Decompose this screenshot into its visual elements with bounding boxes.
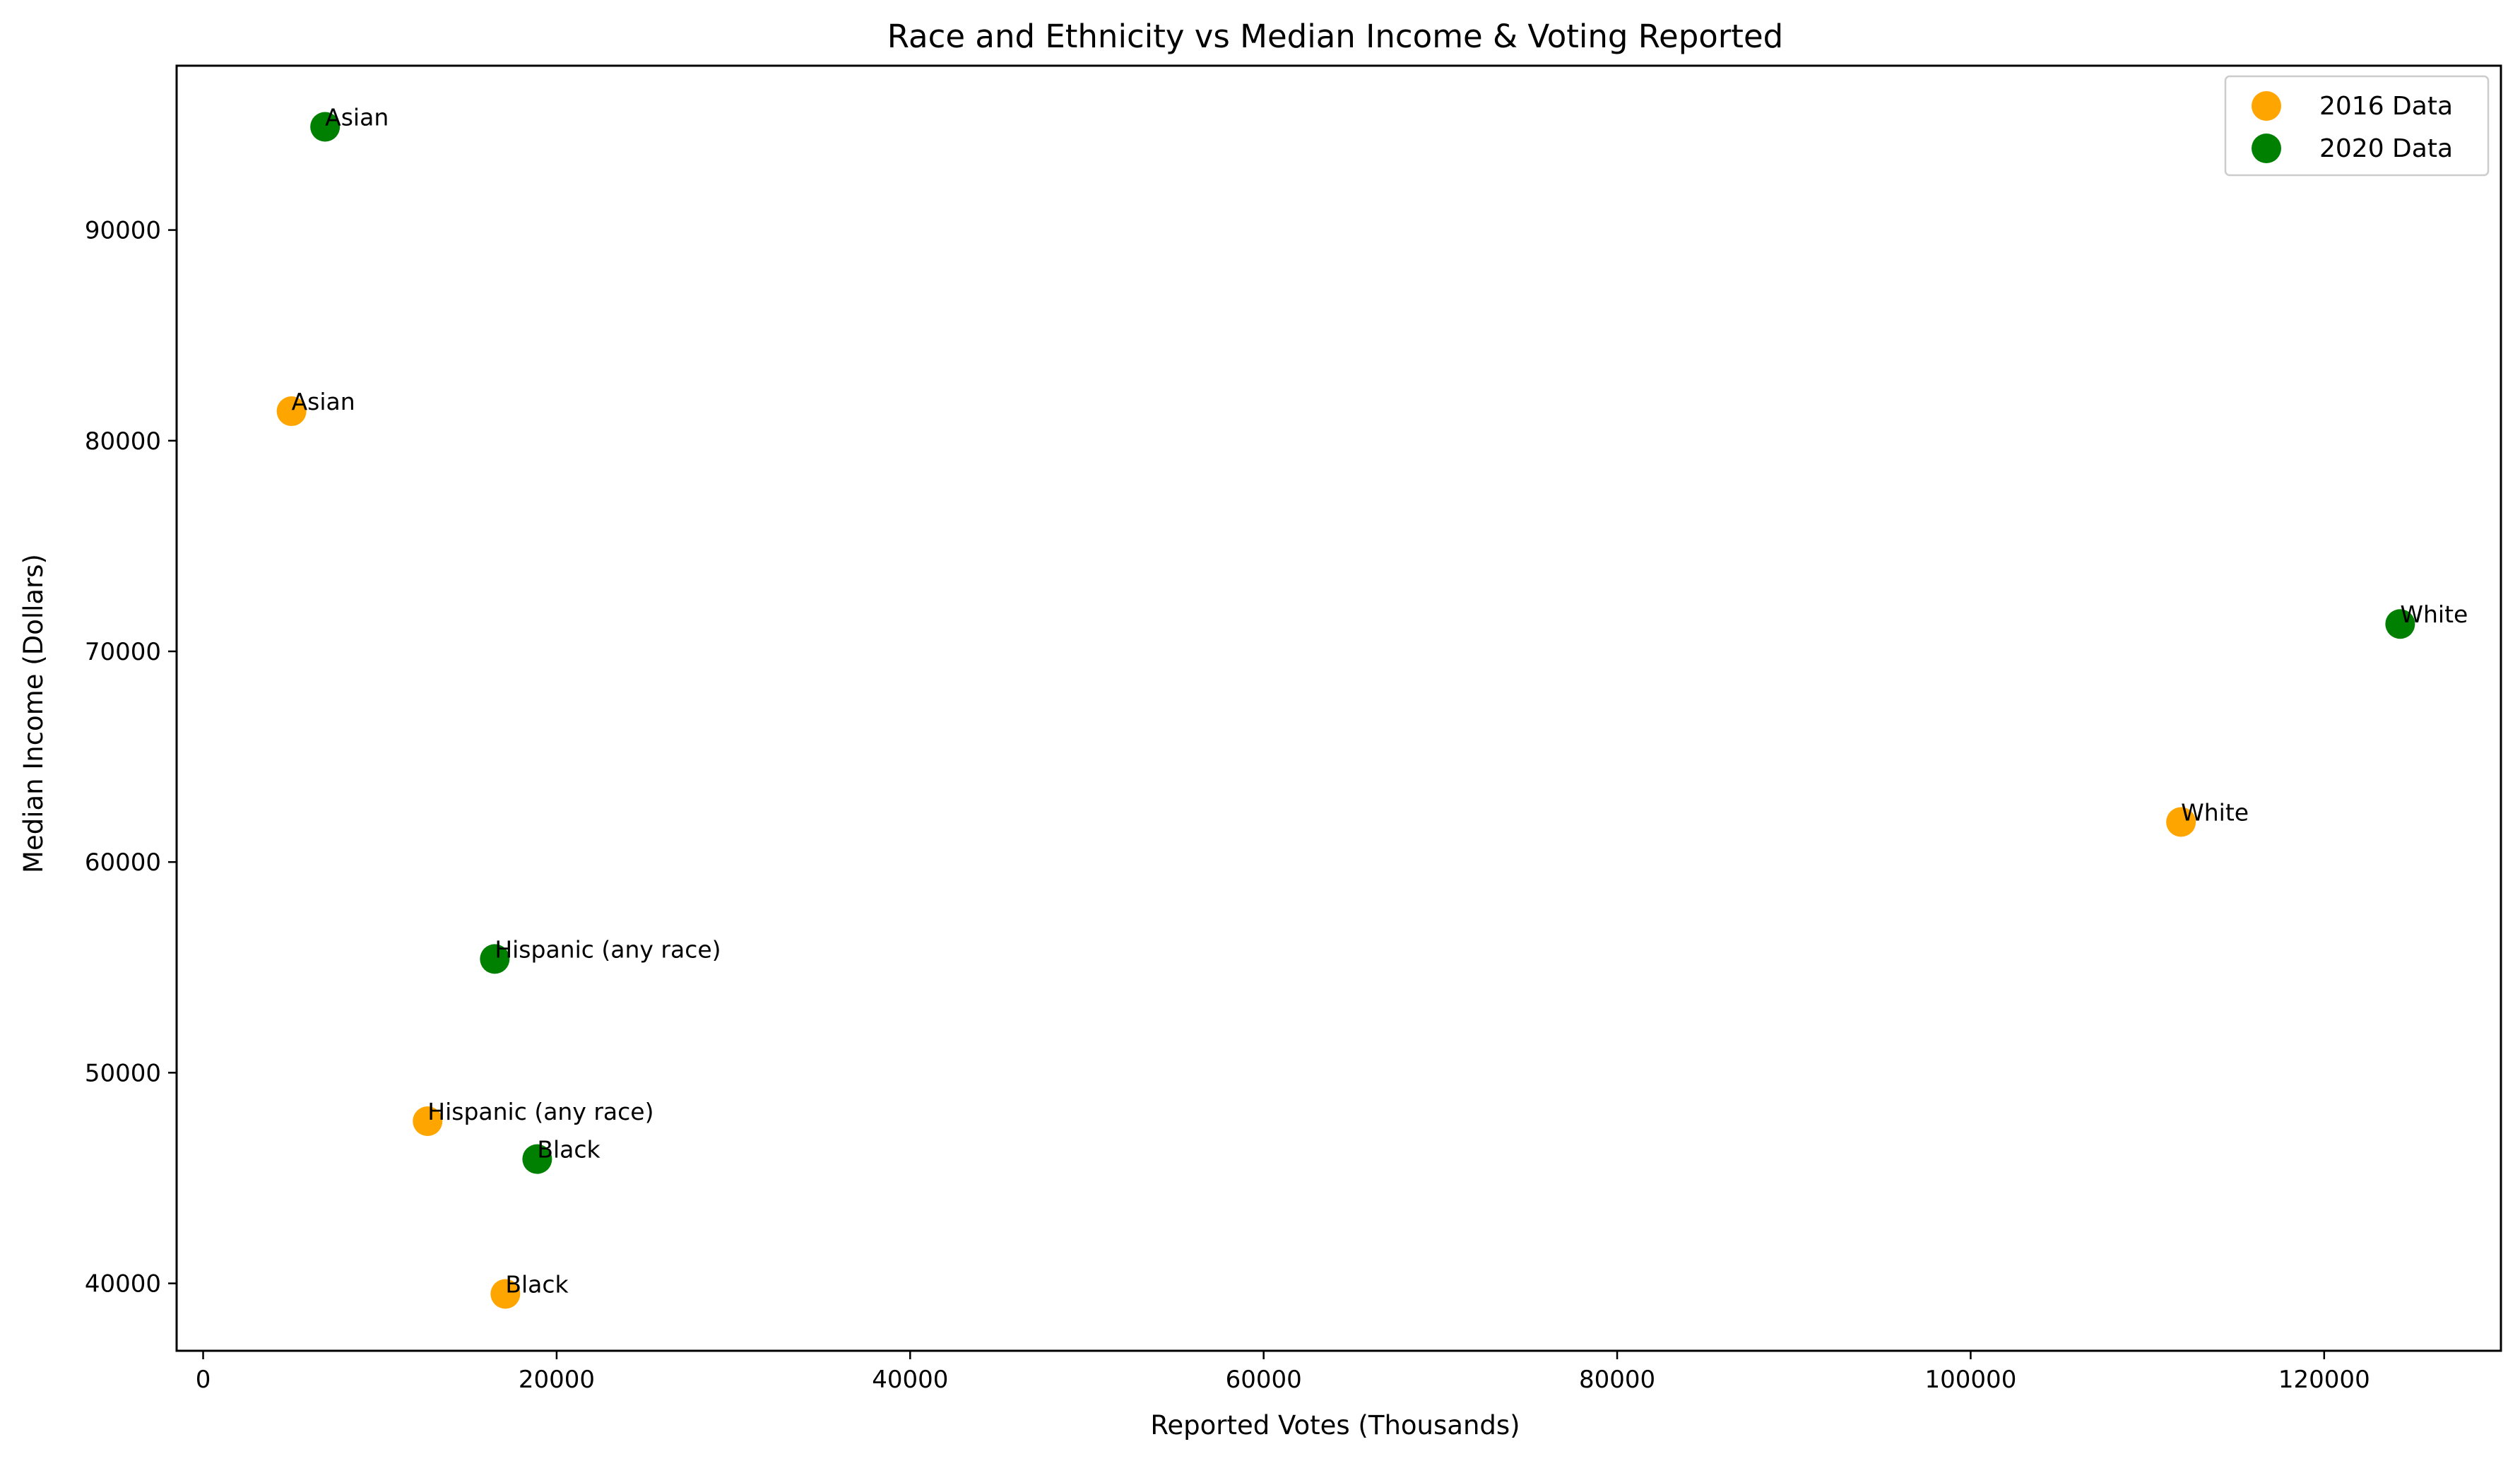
x-tick-label: 80000 xyxy=(1579,1366,1655,1394)
x-tick-label: 0 xyxy=(196,1366,211,1394)
x-tick-label: 120000 xyxy=(2278,1366,2370,1394)
y-tick-label: 40000 xyxy=(85,1270,161,1299)
data-point xyxy=(480,944,510,974)
data-point xyxy=(276,396,307,427)
y-tick-label: 80000 xyxy=(85,427,161,456)
legend-label: 2020 Data xyxy=(2319,134,2453,163)
data-point xyxy=(413,1106,443,1136)
x-tick-label: 20000 xyxy=(519,1366,595,1394)
data-point-label: White xyxy=(2181,799,2249,827)
data-point xyxy=(490,1279,521,1309)
legend-box xyxy=(2224,75,2490,177)
data-point-label: Asian xyxy=(292,388,355,415)
data-point xyxy=(522,1144,552,1174)
data-point-label: Black xyxy=(505,1270,569,1298)
y-tick-label: 70000 xyxy=(85,638,161,666)
data-point-label: White xyxy=(2400,601,2468,628)
x-axis-title: Reported Votes (Thousands) xyxy=(1150,1410,1520,1441)
data-point xyxy=(310,112,341,142)
data-point-label: Hispanic (any race) xyxy=(495,935,721,963)
y-tick-label: 50000 xyxy=(85,1059,161,1087)
chart-title: Race and Ethnicity vs Median Income & Vo… xyxy=(887,18,1783,55)
x-tick-label: 100000 xyxy=(1925,1366,2017,1394)
legend-marker xyxy=(2252,134,2281,163)
plot-frame xyxy=(175,64,2502,1352)
y-tick-label: 90000 xyxy=(85,217,161,245)
plot-area: 0 20000 40000 60000 80000 100000 120000 40000 50… xyxy=(85,64,2502,1394)
x-tick-label: 40000 xyxy=(872,1366,948,1394)
y-axis-title: Median Income (Dollars) xyxy=(18,554,49,873)
data-point xyxy=(2385,609,2415,639)
data-point-label: Asian xyxy=(325,103,389,131)
legend-marker xyxy=(2252,91,2281,121)
data-point xyxy=(2166,807,2196,837)
data-point-label: Black xyxy=(537,1136,601,1164)
data-point-label: Hispanic (any race) xyxy=(427,1098,653,1125)
y-tick-label: 60000 xyxy=(85,848,161,877)
legend-label: 2016 Data xyxy=(2319,92,2453,121)
x-tick-label: 60000 xyxy=(1226,1366,1302,1394)
